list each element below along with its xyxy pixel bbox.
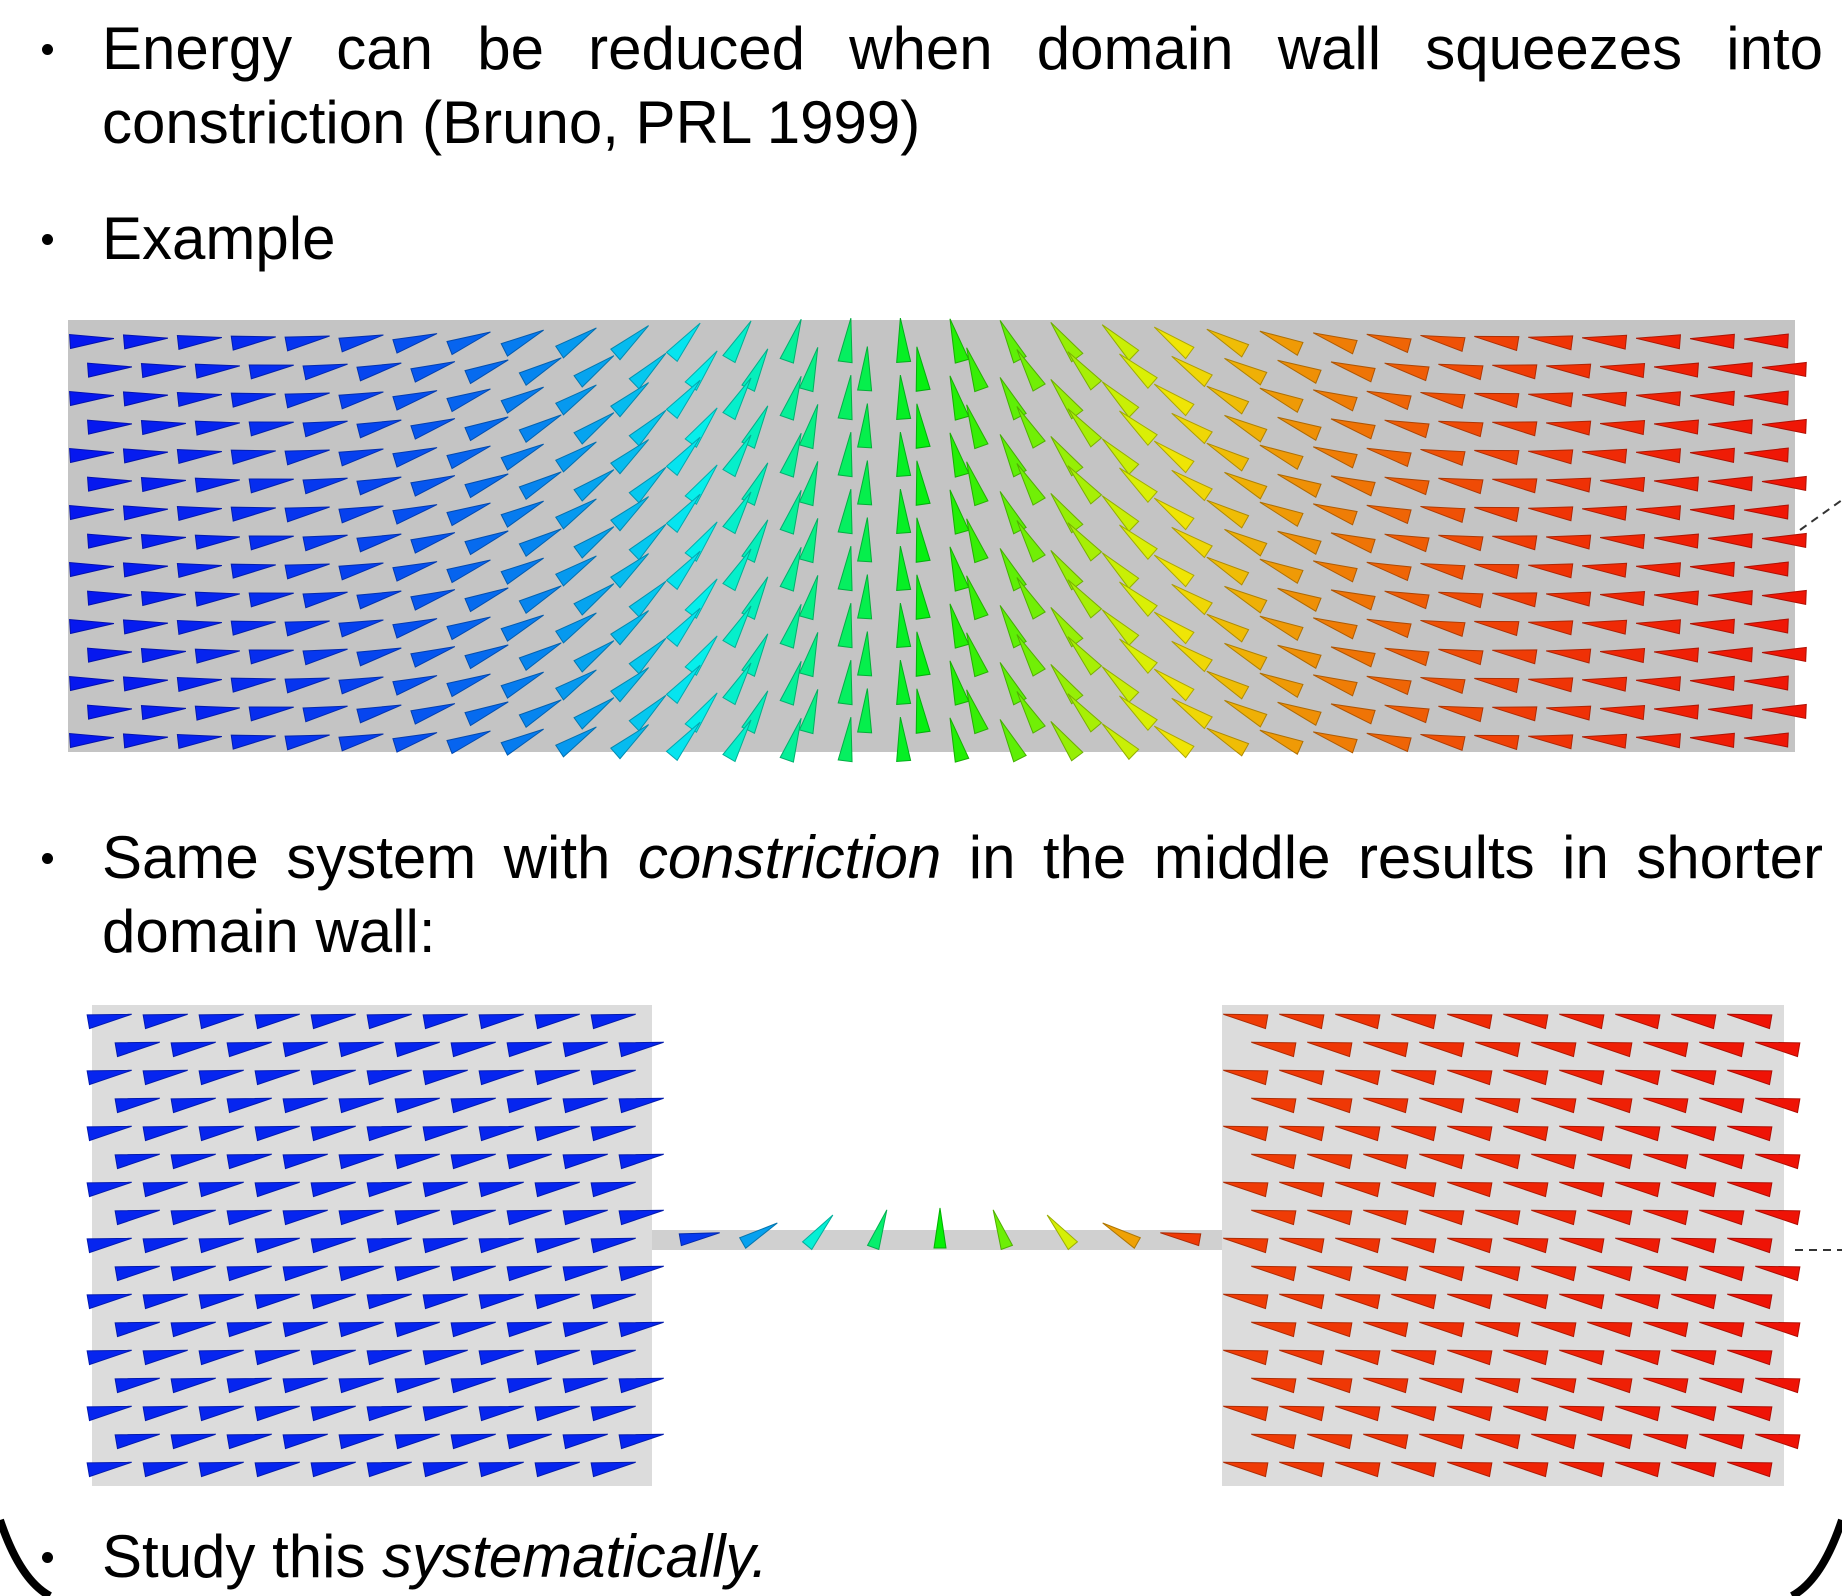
bullet-dot xyxy=(42,234,53,245)
bullet-text: Energy can be reduced when domain wall s… xyxy=(102,12,1823,160)
bullet-text: Example xyxy=(102,202,1823,276)
text: Study this xyxy=(102,1523,382,1590)
italic-text: constriction xyxy=(638,824,941,891)
bullet-dot xyxy=(42,1552,53,1563)
bullet-text: Study this systematically. xyxy=(102,1520,1823,1594)
bullet-dot xyxy=(42,853,53,864)
bullet-dot xyxy=(42,44,53,55)
dashed-line xyxy=(1800,500,1842,530)
text: Same system with xyxy=(102,824,638,891)
spin-cone xyxy=(934,1208,946,1248)
bullet-text: Same system with constriction in the mid… xyxy=(102,821,1823,969)
slide: Energy can be reduced when domain wall s… xyxy=(0,0,1842,1596)
italic-text: systematically. xyxy=(382,1523,768,1590)
